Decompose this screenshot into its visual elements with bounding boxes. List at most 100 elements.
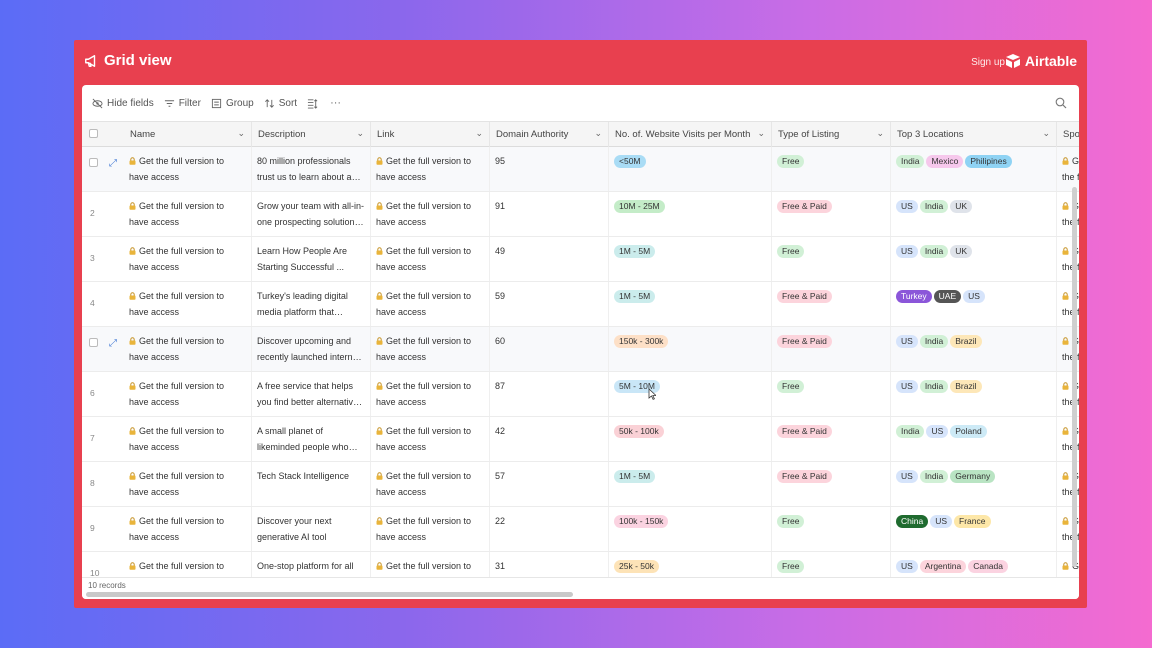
visits-cell[interactable]: 50k - 100k bbox=[609, 417, 772, 461]
column-header-description[interactable]: Description ⌄ bbox=[252, 122, 371, 147]
description-cell[interactable]: Discover your next generative AI tool bbox=[252, 507, 371, 551]
description-cell[interactable]: Turkey's leading digital media platform … bbox=[252, 282, 371, 326]
description-cell[interactable]: 80 million professionals trust us to lea… bbox=[252, 147, 371, 191]
link-cell[interactable]: Get the full version to have access bbox=[371, 417, 490, 461]
column-header-top-3-locations[interactable]: Top 3 Locations ⌄ bbox=[891, 122, 1057, 147]
link-cell[interactable]: Get the full version to have access bbox=[371, 282, 490, 326]
visits-cell[interactable]: <50M bbox=[609, 147, 772, 191]
domain-authority-cell[interactable]: 60 bbox=[490, 327, 609, 371]
row-selector[interactable]: 2 bbox=[82, 192, 124, 236]
listing-type-cell[interactable]: Free & Paid bbox=[772, 192, 891, 236]
domain-authority-cell[interactable]: 42 bbox=[490, 417, 609, 461]
listing-type-cell[interactable]: Free & Paid bbox=[772, 462, 891, 506]
listing-type-cell[interactable]: Free bbox=[772, 372, 891, 416]
name-cell[interactable]: Get the full version to have access bbox=[124, 192, 252, 236]
visits-cell[interactable]: 1M - 5M bbox=[609, 462, 772, 506]
sort-button[interactable]: Sort bbox=[264, 98, 297, 109]
expand-record-icon[interactable]: ⤢ bbox=[109, 158, 117, 169]
column-header-domain-authority[interactable]: Domain Authority ⌄ bbox=[490, 122, 609, 147]
visits-cell[interactable]: 10M - 25M bbox=[609, 192, 772, 236]
row-selector[interactable]: ⤢ bbox=[82, 327, 124, 371]
row-selector[interactable]: 10 bbox=[82, 552, 124, 577]
link-cell[interactable]: Get the full version to have access bbox=[371, 327, 490, 371]
locations-cell[interactable]: India Mexico Philipines bbox=[891, 147, 1057, 191]
table-row[interactable]: 3 Get the full version to have access Lear… bbox=[82, 237, 1079, 282]
visits-cell[interactable]: 25k - 50k bbox=[609, 552, 772, 577]
visits-cell[interactable]: 1M - 5M bbox=[609, 282, 772, 326]
vertical-scrollbar[interactable] bbox=[1072, 187, 1077, 567]
table-row[interactable]: 6 Get the full version to have access A fr… bbox=[82, 372, 1079, 417]
row-selector[interactable]: 8 bbox=[82, 462, 124, 506]
chevron-down-icon[interactable]: ⌄ bbox=[1042, 128, 1050, 138]
row-checkbox[interactable] bbox=[89, 158, 98, 167]
chevron-down-icon[interactable]: ⌄ bbox=[876, 128, 884, 138]
domain-authority-cell[interactable]: 95 bbox=[490, 147, 609, 191]
visits-cell[interactable]: 150k - 300k bbox=[609, 327, 772, 371]
name-cell[interactable]: Get the full version to have access bbox=[124, 237, 252, 281]
hide-fields-button[interactable]: Hide fields bbox=[92, 98, 154, 109]
column-header-sponsor[interactable]: Spon bbox=[1057, 122, 1079, 147]
table-row[interactable]: 8 Get the full version to have access Tech… bbox=[82, 462, 1079, 507]
name-cell[interactable]: Get the full version to have access bbox=[124, 372, 252, 416]
name-cell[interactable]: Get the full version to have access bbox=[124, 507, 252, 551]
domain-authority-cell[interactable]: 31 bbox=[490, 552, 609, 577]
domain-authority-cell[interactable]: 22 bbox=[490, 507, 609, 551]
description-cell[interactable]: Grow your team with all-in-one prospecti… bbox=[252, 192, 371, 236]
table-row[interactable]: 10 Get the full version to have access One… bbox=[82, 552, 1079, 577]
description-cell[interactable]: One-stop platform for all bbox=[252, 552, 371, 577]
name-cell[interactable]: Get the full version to have access bbox=[124, 552, 252, 577]
row-selector[interactable]: 9 bbox=[82, 507, 124, 551]
column-header-name[interactable]: Name ⌄ bbox=[124, 122, 252, 147]
search-icon[interactable] bbox=[1055, 97, 1067, 109]
link-cell[interactable]: Get the full version to have access bbox=[371, 552, 490, 577]
link-cell[interactable]: Get the full version to have access bbox=[371, 372, 490, 416]
listing-type-cell[interactable]: Free & Paid bbox=[772, 327, 891, 371]
listing-type-cell[interactable]: Free bbox=[772, 507, 891, 551]
view-title[interactable]: Grid view bbox=[84, 52, 172, 69]
locations-cell[interactable]: US India Brazil bbox=[891, 327, 1057, 371]
sponsor-cell[interactable]: Get the full version to have access bbox=[1057, 147, 1079, 191]
locations-cell[interactable]: US India Germany bbox=[891, 462, 1057, 506]
column-header-website-visits[interactable]: No. of. Website Visits per Month ⌄ bbox=[609, 122, 772, 147]
link-cell[interactable]: Get the full version to have access bbox=[371, 237, 490, 281]
visits-cell[interactable]: 100k - 150k bbox=[609, 507, 772, 551]
name-cell[interactable]: Get the full version to have access bbox=[124, 147, 252, 191]
row-selector[interactable]: 6 bbox=[82, 372, 124, 416]
domain-authority-cell[interactable]: 49 bbox=[490, 237, 609, 281]
row-height-button[interactable] bbox=[307, 98, 318, 109]
table-row[interactable]: 9 Get the full version to have access Disc… bbox=[82, 507, 1079, 552]
more-options-button[interactable]: ··· bbox=[330, 97, 342, 109]
description-cell[interactable]: Learn How People Are Starting Successful… bbox=[252, 237, 371, 281]
row-selector[interactable]: ⤢ bbox=[82, 147, 124, 191]
link-cell[interactable]: Get the full version to have access bbox=[371, 192, 490, 236]
table-row[interactable]: 2 Get the full version to have access Grow… bbox=[82, 192, 1079, 237]
table-row[interactable]: 7 Get the full version to have access A sm… bbox=[82, 417, 1079, 462]
sign-up-link[interactable]: Sign up bbox=[971, 57, 1005, 68]
column-header-link[interactable]: Link ⌄ bbox=[371, 122, 490, 147]
name-cell[interactable]: Get the full version to have access bbox=[124, 462, 252, 506]
name-cell[interactable]: Get the full version to have access bbox=[124, 282, 252, 326]
domain-authority-cell[interactable]: 87 bbox=[490, 372, 609, 416]
name-cell[interactable]: Get the full version to have access bbox=[124, 327, 252, 371]
table-row[interactable]: ⤢ Get the full version to have access 80 m… bbox=[82, 147, 1079, 192]
description-cell[interactable]: Discover upcoming and recently launched … bbox=[252, 327, 371, 371]
chevron-down-icon[interactable]: ⌄ bbox=[594, 128, 602, 138]
name-cell[interactable]: Get the full version to have access bbox=[124, 417, 252, 461]
locations-cell[interactable]: India US Poland bbox=[891, 417, 1057, 461]
listing-type-cell[interactable]: Free bbox=[772, 552, 891, 577]
listing-type-cell[interactable]: Free bbox=[772, 147, 891, 191]
select-all-checkbox[interactable] bbox=[89, 129, 98, 138]
row-selector[interactable]: 4 bbox=[82, 282, 124, 326]
description-cell[interactable]: A small planet of likeminded people who … bbox=[252, 417, 371, 461]
link-cell[interactable]: Get the full version to have access bbox=[371, 507, 490, 551]
horizontal-scrollbar[interactable] bbox=[86, 592, 573, 597]
description-cell[interactable]: Tech Stack Intelligence bbox=[252, 462, 371, 506]
domain-authority-cell[interactable]: 91 bbox=[490, 192, 609, 236]
link-cell[interactable]: Get the full version to have access bbox=[371, 147, 490, 191]
listing-type-cell[interactable]: Free & Paid bbox=[772, 417, 891, 461]
filter-button[interactable]: Filter bbox=[164, 98, 201, 109]
domain-authority-cell[interactable]: 57 bbox=[490, 462, 609, 506]
group-button[interactable]: Group bbox=[211, 98, 254, 109]
table-row[interactable]: ⤢ Get the full version to have access Disc… bbox=[82, 327, 1079, 372]
chevron-down-icon[interactable]: ⌄ bbox=[356, 128, 364, 138]
